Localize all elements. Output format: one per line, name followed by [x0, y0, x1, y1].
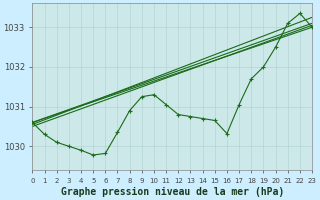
X-axis label: Graphe pression niveau de la mer (hPa): Graphe pression niveau de la mer (hPa) — [60, 186, 284, 197]
